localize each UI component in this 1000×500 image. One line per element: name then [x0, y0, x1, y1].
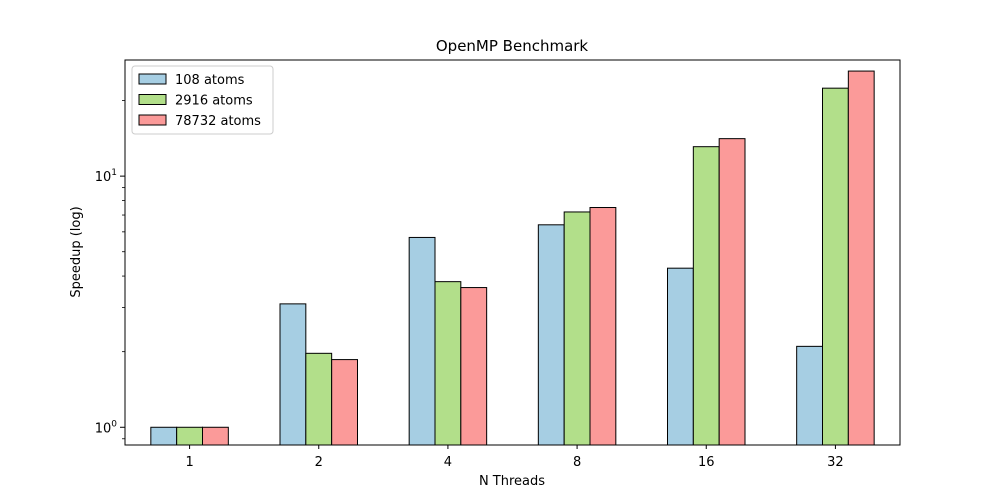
chart-title: OpenMP Benchmark	[436, 37, 589, 55]
bar-108-atoms-2	[279, 303, 307, 446]
legend-label: 108 atoms	[175, 73, 245, 88]
legend-swatch	[138, 114, 167, 126]
x-tick-label: 32	[827, 455, 844, 470]
bars-layer	[150, 70, 875, 446]
legend-box	[131, 65, 274, 135]
bar-78732-atoms-8	[589, 207, 617, 446]
bar-78732-atoms-16	[718, 138, 746, 446]
bar-2916-atoms-4	[434, 281, 462, 446]
bar-78732-atoms-2	[331, 359, 359, 446]
bar-78732-atoms-1	[202, 426, 229, 446]
y-axis-label: Speedup (log)	[69, 206, 84, 297]
plot-frame	[124, 59, 901, 446]
bar-2916-atoms-16	[692, 146, 720, 446]
bar-2916-atoms-8	[563, 211, 591, 446]
bar-108-atoms-8	[537, 224, 565, 446]
legend: 108 atoms 2916 atoms 78732 atoms	[131, 65, 274, 135]
legend-swatch	[138, 73, 167, 85]
x-tick-label: 1	[185, 455, 193, 470]
bar-78732-atoms-32	[847, 70, 875, 446]
bar-2916-atoms-32	[822, 87, 849, 446]
x-axis: 1 2 4 8 16 32	[185, 445, 844, 470]
x-tick-label: 4	[444, 455, 452, 470]
y-axis: 100 101	[95, 100, 125, 440]
legend-label: 78732 atoms	[175, 114, 261, 129]
x-tick-label: 8	[573, 455, 581, 470]
x-axis-label: N Threads	[479, 474, 545, 489]
x-tick-label: 2	[315, 455, 323, 470]
bar-78732-atoms-4	[460, 287, 488, 446]
bar-108-atoms-4	[408, 236, 436, 446]
y-tick-exponent: 0	[111, 419, 117, 429]
y-tick-label: 101	[95, 168, 117, 185]
bar-2916-atoms-1	[176, 426, 203, 446]
bar-2916-atoms-2	[305, 352, 333, 446]
legend-swatch	[138, 94, 167, 105]
bar-108-atoms-32	[796, 345, 823, 446]
legend-label: 2916 atoms	[175, 94, 253, 109]
y-tick-label: 100	[95, 419, 118, 436]
bar-108-atoms-1	[150, 426, 178, 446]
x-tick-label: 16	[698, 455, 715, 470]
bar-108-atoms-16	[667, 267, 694, 446]
y-tick-exponent: 1	[111, 168, 117, 178]
